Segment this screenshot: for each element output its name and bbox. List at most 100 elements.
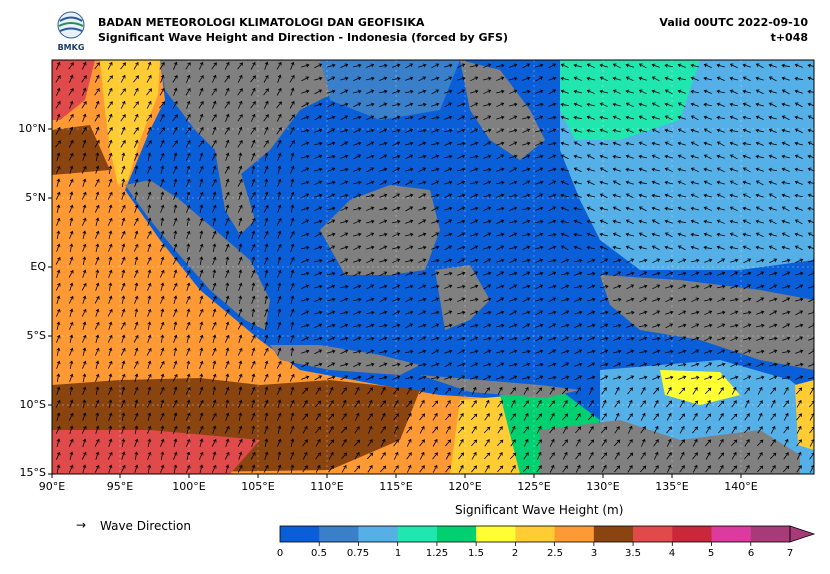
- wave-arrow: [82, 321, 87, 330]
- wave-arrow: [496, 102, 505, 108]
- wave-arrow: [509, 154, 518, 159]
- wave-arrow: [638, 102, 647, 107]
- wave-arrow: [56, 269, 61, 278]
- wave-arrow: [573, 128, 582, 133]
- wave-arrow: [510, 399, 516, 408]
- wave-arrow: [625, 102, 634, 108]
- wave-arrow: [108, 386, 113, 395]
- wave-arrow: [212, 100, 217, 109]
- wave-arrow: [172, 126, 178, 135]
- wave-arrow: [458, 413, 464, 421]
- wave-arrow: [704, 323, 713, 328]
- wave-arrow: [548, 167, 557, 172]
- wave-arrow: [509, 310, 518, 316]
- wave-arrow: [147, 295, 152, 304]
- wave-arrow: [613, 362, 622, 368]
- wave-arrow: [289, 140, 295, 148]
- wave-arrow: [431, 336, 440, 341]
- wave-arrow: [497, 452, 503, 460]
- wave-direction-legend-arrow: →: [76, 518, 87, 532]
- colorbar-segment: [711, 526, 752, 542]
- wave-arrow: [432, 412, 438, 421]
- wave-arrow: [757, 465, 764, 473]
- wave-arrow: [198, 126, 204, 135]
- wave-arrow: [651, 141, 660, 146]
- wave-arrow: [625, 154, 634, 159]
- wave-arrow: [612, 232, 621, 237]
- wave-arrow: [95, 451, 100, 460]
- wave-arrow: [354, 451, 360, 460]
- wave-arrow: [535, 102, 544, 107]
- wave-arrow: [173, 451, 178, 460]
- wave-arrow: [651, 76, 660, 82]
- wave-arrow: [82, 373, 87, 382]
- wave-arrow: [185, 139, 191, 148]
- wave-arrow: [509, 206, 518, 211]
- wave-arrow: [301, 102, 310, 108]
- wave-arrow: [742, 193, 751, 199]
- wave-arrow: [314, 89, 323, 95]
- wave-arrow: [548, 258, 557, 263]
- wave-arrow: [173, 386, 178, 395]
- wave-arrow: [729, 154, 738, 160]
- wave-arrow: [509, 245, 518, 250]
- wave-arrow: [509, 258, 518, 264]
- wave-arrow: [68, 88, 74, 96]
- wave-arrow: [599, 206, 608, 211]
- wave-arrow: [677, 63, 686, 68]
- wave-arrow: [807, 102, 814, 107]
- wave-arrow: [469, 154, 479, 159]
- wave-arrow: [366, 89, 375, 94]
- wave-arrow: [224, 217, 230, 226]
- wave-arrow: [185, 152, 191, 161]
- wave-arrow: [69, 217, 74, 226]
- wave-arrow: [691, 362, 700, 367]
- wave-arrow: [770, 387, 776, 395]
- wave-arrow: [108, 204, 113, 213]
- wave-arrow: [729, 128, 739, 133]
- wave-arrow: [665, 375, 674, 380]
- wave-arrow: [173, 152, 178, 161]
- wave-arrow: [366, 245, 375, 250]
- wave-arrow: [561, 336, 570, 342]
- wave-arrow: [185, 62, 191, 70]
- wave-arrow: [587, 375, 596, 380]
- wave-arrow: [238, 165, 243, 174]
- wave-arrow: [794, 193, 804, 198]
- wave-arrow: [652, 258, 661, 264]
- wave-arrow: [431, 63, 440, 69]
- wave-arrow: [536, 399, 542, 408]
- wave-arrow: [120, 347, 126, 356]
- wave-arrow: [159, 152, 165, 161]
- colorbar-tick: 6: [747, 548, 755, 559]
- wave-arrow: [147, 191, 152, 200]
- wave-arrow: [705, 465, 711, 473]
- wave-arrow: [81, 75, 87, 83]
- wave-arrow: [729, 245, 738, 250]
- wave-arrow: [199, 438, 204, 447]
- wave-arrow: [159, 61, 165, 70]
- wave-arrow: [391, 336, 401, 341]
- wave-arrow: [238, 217, 243, 226]
- wave-arrow: [146, 399, 152, 408]
- lon-label-135e: 135°E: [655, 480, 689, 493]
- wave-arrow: [134, 425, 139, 434]
- wave-arrow: [431, 76, 440, 81]
- wave-arrow: [405, 258, 414, 263]
- wave-arrow: [716, 141, 725, 147]
- wave-arrow: [237, 464, 243, 473]
- wave-arrow: [69, 243, 74, 253]
- wave-arrow: [290, 191, 295, 200]
- colorbar-extend-triangle: [789, 525, 816, 543]
- wave-arrow: [807, 245, 814, 250]
- wave-arrow: [794, 76, 804, 81]
- wave-arrow: [549, 464, 555, 473]
- wave-arrow: [225, 412, 230, 421]
- colorbar-tick: 1: [394, 548, 402, 559]
- wave-arrow: [134, 165, 139, 174]
- wave-arrow: [55, 425, 61, 434]
- wave-arrow: [81, 451, 87, 460]
- wave-arrow: [340, 76, 349, 81]
- wave-arrow: [666, 438, 672, 447]
